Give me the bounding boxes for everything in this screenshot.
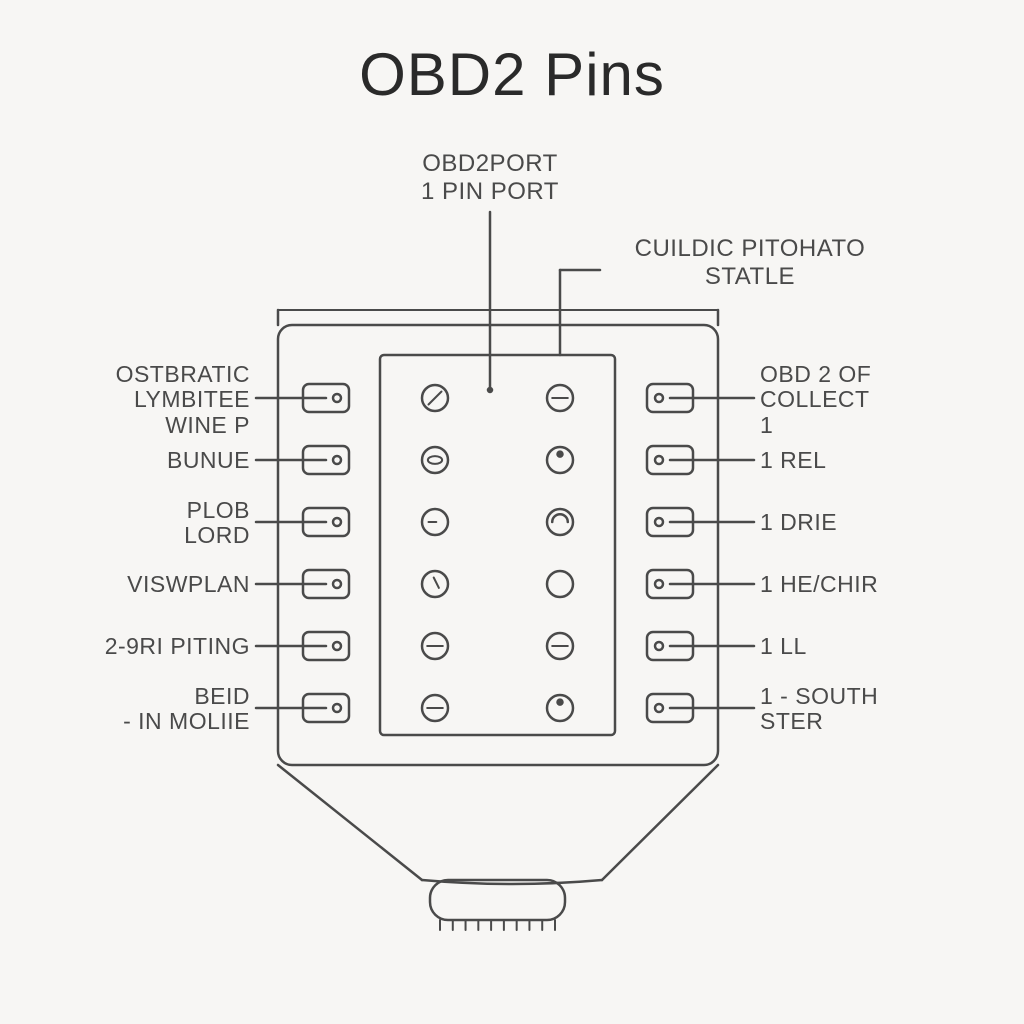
- pin-label-left: BEID - IN MOLIIE: [123, 684, 250, 735]
- pin-label-right: 1 HE/CHIR: [760, 572, 878, 597]
- pin-label-right: 1 REL: [760, 448, 826, 473]
- pin-label-left: OSTBRATIC LYMBITEE WINE P: [116, 362, 250, 438]
- connector-diagram: [0, 0, 1024, 1024]
- pin-label-left: 2-9RI PITING: [105, 634, 250, 659]
- pin-label-right: OBD 2 OF COLLECT 1: [760, 362, 871, 438]
- pin-label-left: BUNUE: [167, 448, 250, 473]
- pin-label-left: PLOB LORD: [184, 498, 250, 549]
- pin-label-right: 1 LL: [760, 634, 807, 659]
- pin-label-right: 1 - SOUTH STER: [760, 684, 878, 735]
- pin-label-left: VISWPLAN: [127, 572, 250, 597]
- pin-label-right: 1 DRIE: [760, 510, 837, 535]
